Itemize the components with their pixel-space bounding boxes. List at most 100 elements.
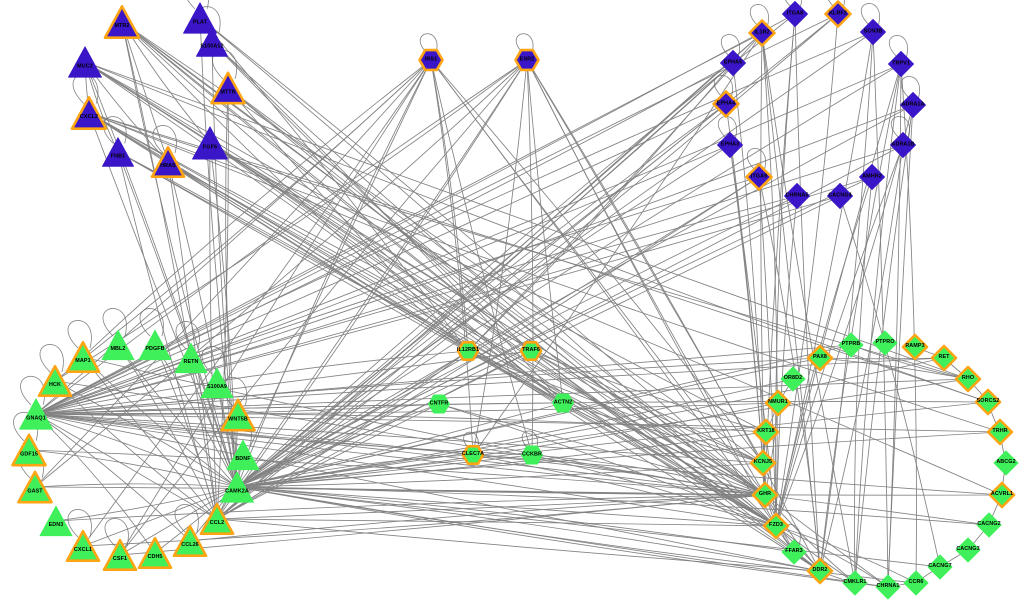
graph-node-clec7a[interactable]: CLEC7A bbox=[460, 442, 486, 468]
graph-node-trhr[interactable]: TRHR bbox=[985, 417, 1015, 447]
graph-edge bbox=[119, 59, 432, 556]
graph-edge bbox=[530, 350, 764, 464]
graph-node-fgf6[interactable]: FGF6 bbox=[190, 123, 231, 164]
graph-edge bbox=[167, 161, 218, 520]
graph-node-cacng3[interactable]: CACNG3 bbox=[953, 535, 983, 565]
graph-edge bbox=[729, 144, 777, 527]
graph-node-cntfr[interactable]: CNTFR bbox=[426, 391, 453, 418]
graph-node-ptpro[interactable]: PTPRO bbox=[870, 328, 900, 358]
graph-node-chrna5[interactable]: CHRNA5 bbox=[782, 181, 813, 212]
graph-node-itga9[interactable]: ITGA9 bbox=[744, 162, 775, 193]
graph-edge bbox=[236, 357, 945, 488]
graph-node-esr2[interactable]: ESR2 bbox=[513, 46, 542, 75]
graph-node-krt18[interactable]: KRT18 bbox=[751, 417, 781, 447]
graph-node-mtr2[interactable]: MTR2 bbox=[102, 2, 142, 42]
graph-edge bbox=[54, 59, 432, 382]
graph-node-pax8[interactable]: PAX8 bbox=[805, 343, 835, 373]
graph-node-gdf15[interactable]: GDF15 bbox=[10, 431, 49, 470]
graph-node-ptprb[interactable]: PTPRB bbox=[836, 330, 866, 360]
graph-edge bbox=[121, 21, 238, 488]
graph-node-fnb1[interactable]: FNB1 bbox=[100, 134, 137, 171]
graph-edge bbox=[472, 454, 766, 496]
graph-edge bbox=[775, 104, 914, 527]
graph-edge bbox=[236, 344, 852, 488]
graph-node-cxcl1[interactable]: CXCL1 bbox=[64, 527, 102, 565]
graph-self-loop bbox=[67, 509, 92, 538]
graph-edge bbox=[35, 59, 528, 415]
graph-node-scn3b[interactable]: SCN3B bbox=[858, 17, 889, 48]
graph-node-ddr2[interactable]: DDR2 bbox=[805, 556, 835, 586]
graph-node-traf6[interactable]: TRAF6 bbox=[518, 338, 544, 364]
graph-edge bbox=[117, 151, 777, 527]
graph-node-itga8[interactable]: ITGA8 bbox=[780, 0, 811, 30]
graph-node-il1r2[interactable]: IL1R2 bbox=[747, 18, 778, 49]
graph-node-cxcl2[interactable]: CXCL2 bbox=[69, 93, 109, 133]
graph-node-sorcs2[interactable]: SORCS2 bbox=[973, 387, 1003, 417]
graph-edge bbox=[35, 357, 945, 415]
graph-node-cmklr1[interactable]: CMKLR1 bbox=[840, 568, 870, 598]
graph-edge bbox=[216, 403, 440, 520]
graph-edge bbox=[34, 59, 432, 488]
graph-edge bbox=[167, 161, 821, 572]
graph-node-epha3[interactable]: EPHA3 bbox=[715, 130, 746, 161]
graph-node-adra1a[interactable]: ADRA1A bbox=[898, 90, 929, 121]
graph-node-wnt5b[interactable]: WNT5B bbox=[219, 396, 258, 435]
graph-edge bbox=[819, 357, 969, 380]
graph-node-mttn[interactable]: MTTN bbox=[209, 69, 248, 108]
graph-node-nmur1[interactable]: NMUR1 bbox=[763, 388, 793, 418]
graph-self-loop bbox=[67, 320, 92, 349]
graph-edge bbox=[872, 31, 889, 588]
graph-node-ccr6[interactable]: CCR6 bbox=[901, 568, 931, 598]
graph-edge bbox=[472, 32, 763, 456]
graph-self-loop bbox=[861, 3, 880, 26]
graph-edge bbox=[54, 380, 766, 496]
graph-edge bbox=[438, 403, 766, 496]
graph-edge bbox=[775, 144, 904, 527]
graph-self-loop bbox=[175, 321, 200, 350]
graph-node-epha5[interactable]: EPHA5 bbox=[718, 48, 749, 79]
graph-node-gnaq1[interactable]: GNAQ1 bbox=[17, 395, 56, 434]
graph-node-actn2[interactable]: ACTN2 bbox=[550, 390, 577, 417]
graph-node-kcnj5[interactable]: KCNJ5 bbox=[748, 448, 778, 478]
graph-node-hras[interactable]: HRAS bbox=[149, 143, 187, 181]
graph-node-amhr2[interactable]: AMHR2 bbox=[857, 162, 888, 193]
graph-node-ramp3[interactable]: RAMP3 bbox=[900, 332, 930, 362]
graph-node-abcg2[interactable]: ABCG2 bbox=[991, 448, 1021, 478]
graph-edge bbox=[82, 59, 432, 547]
graph-edge bbox=[189, 494, 766, 542]
graph-edge bbox=[35, 413, 218, 520]
graph-edge bbox=[472, 59, 528, 456]
graph-node-trpv1[interactable]: TRPV1 bbox=[886, 49, 917, 80]
graph-edge bbox=[117, 151, 238, 488]
graph-node-pdgfb[interactable]: PDGFB bbox=[136, 326, 174, 364]
graph-node-irs1[interactable]: IRS1 bbox=[417, 46, 446, 75]
graph-edge bbox=[775, 13, 839, 527]
graph-self-loop bbox=[901, 76, 920, 99]
graph-node-cdh5[interactable]: CDH5 bbox=[136, 534, 174, 572]
graph-node-ghr[interactable]: GHR bbox=[750, 480, 780, 510]
graph-node-s100a12[interactable]: S100A12 bbox=[194, 24, 231, 61]
graph-node-epha4[interactable]: EPHA4 bbox=[711, 89, 742, 120]
graph-node-ccl26[interactable]: CCL26 bbox=[171, 522, 209, 560]
graph-node-cacng4[interactable]: CACNG4 bbox=[825, 181, 856, 212]
graph-node-mbl2[interactable]: MBL2 bbox=[99, 326, 137, 364]
graph-node-il12rb1[interactable]: IL12RB1 bbox=[455, 338, 481, 364]
graph-self-loop bbox=[104, 518, 129, 547]
graph-node-muc2[interactable]: MUC2 bbox=[66, 43, 105, 82]
graph-edge bbox=[819, 144, 904, 572]
graph-edge bbox=[227, 87, 777, 527]
graph-edge bbox=[121, 21, 764, 464]
graph-node-chrna1[interactable]: CHRNA1 bbox=[873, 572, 903, 600]
graph-edge bbox=[854, 176, 873, 584]
graph-edge bbox=[35, 413, 821, 572]
graph-node-csf1[interactable]: CSF1 bbox=[101, 536, 139, 574]
graph-edge bbox=[35, 357, 821, 415]
graph-edge bbox=[211, 41, 532, 352]
graph-node-acvrl1[interactable]: ACVRL1 bbox=[987, 480, 1017, 510]
graph-edge bbox=[209, 142, 821, 572]
graph-node-cckbr[interactable]: CCKBR bbox=[519, 442, 546, 469]
graph-node-adra1b[interactable]: ADRA1B bbox=[888, 130, 919, 161]
graph-node-gast[interactable]: GAST bbox=[16, 468, 55, 507]
graph-node-klrf2[interactable]: KLRF2 bbox=[823, 0, 854, 30]
graph-edge bbox=[199, 17, 766, 496]
